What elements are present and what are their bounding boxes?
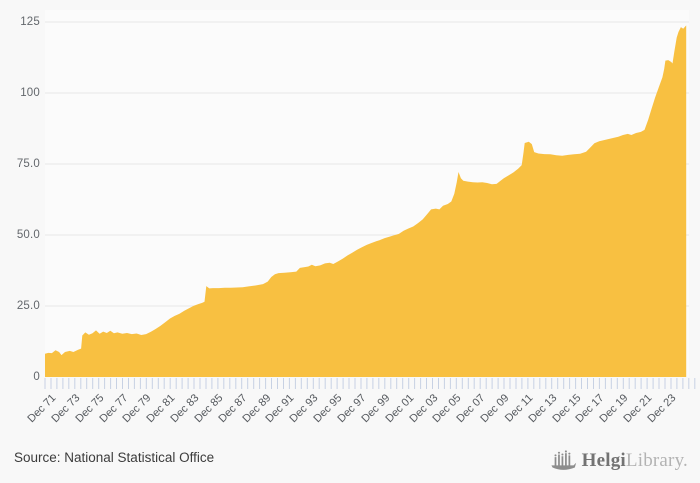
brand-name-bold: Helgi <box>581 450 626 471</box>
y-tick-label: 50.0 <box>16 229 40 241</box>
y-tick-label: 75.0 <box>16 158 40 170</box>
y-tick-label: 125 <box>20 16 40 28</box>
area-chart-canvas <box>44 21 696 389</box>
y-tick-label: 0 <box>33 371 40 383</box>
brand-logo: HelgiLibrary. <box>551 446 688 476</box>
y-tick-label: 100 <box>20 87 40 99</box>
footer: Source: National Statistical Office Helg… <box>0 440 700 483</box>
brand-name: HelgiLibrary. <box>582 450 688 472</box>
area-series <box>45 25 687 378</box>
brand-name-light: Library. <box>625 450 688 471</box>
helgi-ship-bars-icon <box>551 450 576 470</box>
source-text: Source: National Statistical Office <box>14 450 215 465</box>
chart-area: 0 25.0 50.0 75.0 100 125 Dec 71 Dec 73 Dec 75 De… <box>16 16 696 426</box>
y-tick-label: 25.0 <box>16 300 40 312</box>
